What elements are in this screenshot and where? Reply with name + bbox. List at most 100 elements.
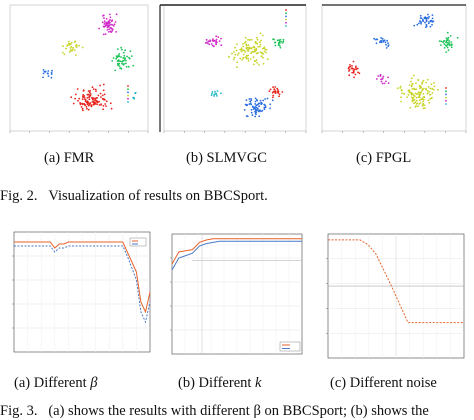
scatter-point [235, 49, 238, 52]
scatter-point [273, 38, 275, 41]
scatter-point [253, 60, 256, 62]
scatter-point [248, 103, 251, 106]
scatter-point [375, 42, 378, 45]
scatter-point [352, 60, 355, 63]
scatter-point [83, 96, 86, 99]
scatter-point [433, 82, 435, 84]
scatter-point [107, 26, 110, 28]
scatter-point [420, 98, 423, 101]
scatter-point [117, 48, 119, 50]
scatter-point [415, 82, 417, 85]
legend-marker [127, 97, 129, 100]
scatter-point [419, 91, 422, 94]
scatter-point [102, 33, 105, 36]
scatter-point [215, 38, 218, 41]
scatter-point [234, 53, 237, 56]
scatter-point [421, 89, 424, 91]
scatter-point [88, 96, 91, 99]
scatter-point [373, 37, 375, 40]
scatter-point [259, 99, 262, 102]
scatter-point [76, 88, 79, 90]
scatter-point [406, 96, 408, 98]
scatter-point [431, 17, 434, 20]
scatter-point [401, 92, 403, 95]
scatter-point [250, 47, 253, 50]
scatter-point [418, 84, 421, 87]
scatter-point [98, 27, 100, 30]
scatter-point [426, 90, 429, 92]
scatter-point [253, 108, 255, 111]
scatter-point [120, 46, 122, 49]
scatter-point [375, 78, 378, 80]
scatter-point [253, 45, 255, 48]
scatter-point [243, 109, 246, 111]
scatter-point [410, 84, 413, 87]
fig3-label-b-text: (b) Different [178, 375, 256, 391]
scatter-point [256, 62, 258, 64]
scatter-point [218, 40, 221, 42]
scatter-point [102, 98, 105, 101]
scatter-point [266, 58, 269, 61]
scatter-point [415, 103, 418, 105]
scatter-point [214, 92, 217, 95]
scatter-point [260, 110, 262, 113]
scatter-point [103, 23, 106, 25]
scatter-point [69, 49, 72, 52]
scatter-point [117, 64, 119, 66]
scatter-point [258, 64, 260, 66]
scatter-point [428, 91, 431, 93]
scatter-point [247, 59, 250, 62]
scatter-point [387, 82, 390, 84]
scatter-point [212, 38, 214, 40]
scatter-point [269, 103, 272, 106]
scatter-point [422, 20, 425, 22]
scatter-point [427, 22, 430, 25]
scatter-point [439, 44, 442, 46]
scatter-point [115, 31, 117, 33]
scatter-point [413, 74, 415, 77]
scatter-point [65, 47, 67, 50]
scatter-point [96, 97, 98, 99]
scatter-point [422, 98, 425, 101]
scatter-point [95, 99, 98, 102]
scatter-point [213, 45, 215, 48]
scatter-point [126, 55, 128, 58]
series-line-1 [14, 241, 151, 314]
scatter-point [347, 67, 350, 70]
series-line-1 [171, 238, 302, 265]
scatter-point [445, 41, 447, 44]
scatter-point [418, 103, 421, 105]
fig3-label-a-text: (a) Different [14, 375, 91, 391]
scatter-point [112, 25, 115, 27]
scatter-point [87, 104, 90, 107]
scatter-point [437, 88, 439, 91]
scatter-point [273, 88, 276, 90]
scatter-point [240, 48, 243, 51]
scatter-point [86, 97, 89, 99]
scatter-point [260, 51, 263, 54]
scatter-point [262, 99, 265, 102]
scatter-point [263, 46, 266, 49]
scatter-point [84, 103, 86, 106]
fig3-label-a-var: β [90, 375, 98, 391]
scatter-point [250, 38, 253, 41]
scatter-point [271, 99, 274, 102]
scatter-point [382, 40, 385, 42]
scatter-point [245, 99, 248, 102]
scatter-point [99, 92, 102, 95]
scatter-point [423, 96, 426, 99]
scatter-point [108, 31, 110, 33]
scatter-point [410, 96, 413, 99]
series-line-2 [14, 245, 151, 324]
scatter-point [348, 74, 351, 77]
scatter-point [99, 84, 101, 87]
scatter-point [119, 67, 121, 69]
scatter-point [50, 71, 53, 74]
scatter-point [429, 97, 432, 100]
scatter-point [355, 66, 357, 69]
scatter-point [272, 94, 275, 97]
scatter-point [374, 38, 377, 41]
scatter-point [422, 100, 424, 103]
scatter-point [46, 72, 49, 75]
scatter-point [274, 86, 277, 88]
